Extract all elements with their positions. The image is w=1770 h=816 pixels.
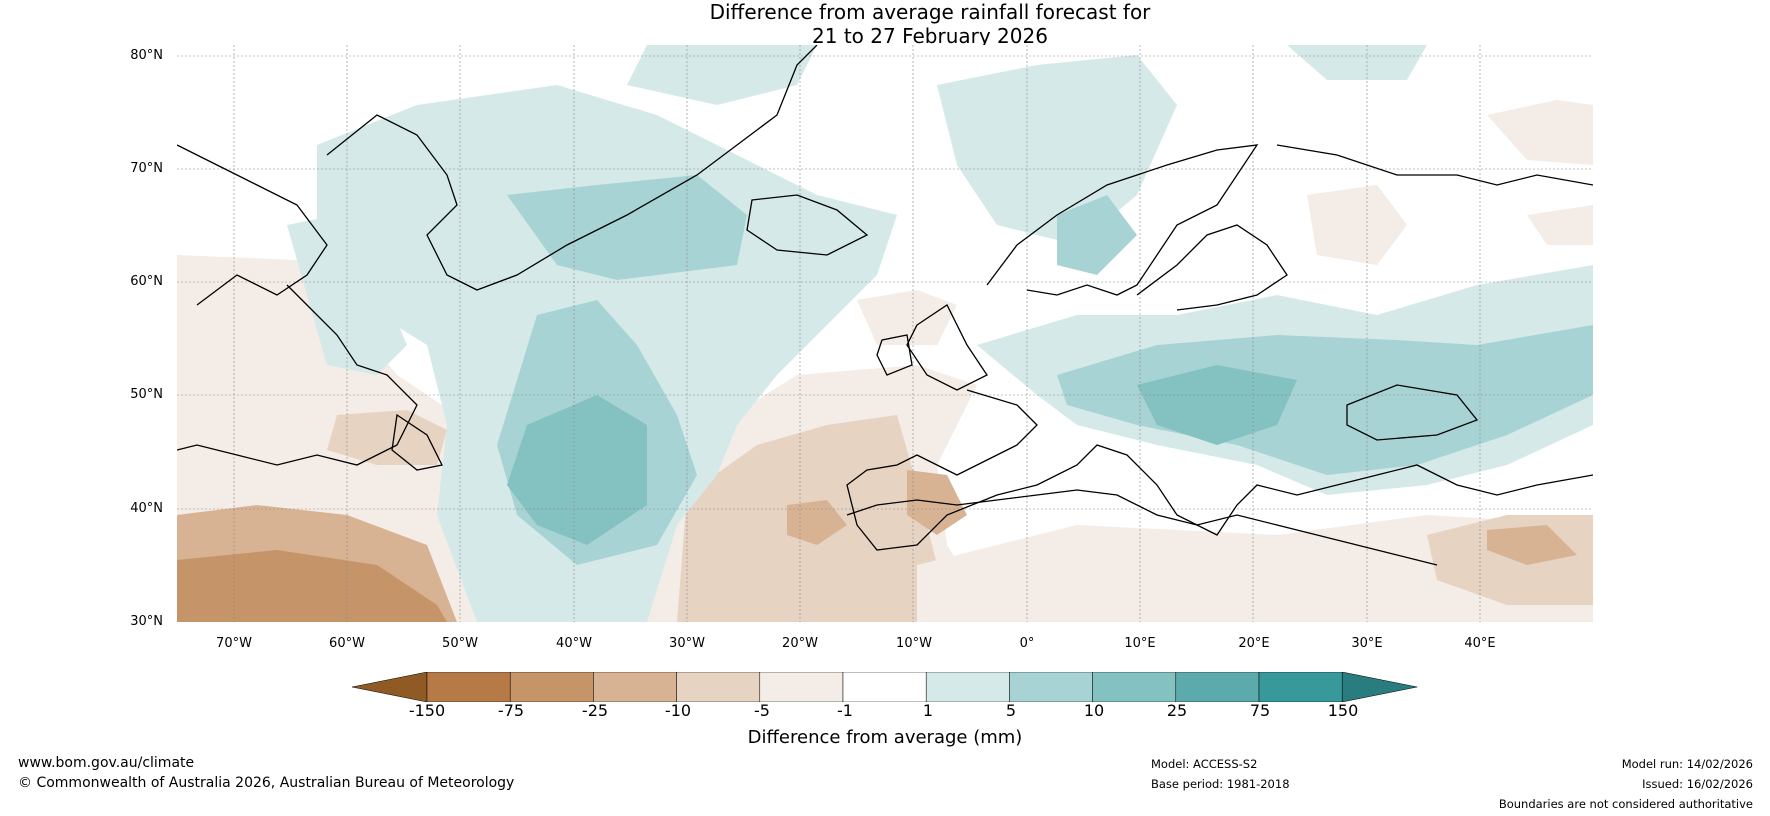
europe-coast <box>846 389 1593 551</box>
colorbar-segment <box>676 672 761 702</box>
colorbar-tick-label: -150 <box>408 701 446 720</box>
chart-title: Difference from average rainfall forecas… <box>0 0 1770 48</box>
colorbar-segment <box>759 672 844 702</box>
footer-disclaimer: Boundaries are not considered authoritat… <box>1498 797 1753 811</box>
anomaly-shading <box>177 45 1593 622</box>
dry-region-barents <box>1527 205 1593 245</box>
rainfall-anomaly-map <box>177 45 1593 622</box>
footer-model-run: Model run: 14/02/2026 <box>1621 757 1753 771</box>
colorbar-segment <box>1092 672 1177 702</box>
coastlines <box>177 45 1593 566</box>
dry-region-arctic-east <box>1487 100 1593 165</box>
title-line-2: 21 to 27 February 2026 <box>812 24 1048 48</box>
footer-url: www.bom.gov.au/climate <box>18 755 195 771</box>
dry-region-middle-east-core <box>1487 525 1577 565</box>
wet-region-arctic-north <box>1287 45 1427 80</box>
lon-label-70w: 70°W <box>216 636 252 651</box>
scandinavia-coast <box>986 144 1259 296</box>
ireland-coast <box>876 334 913 376</box>
colorbar-tick-label: -1 <box>837 701 853 720</box>
colorbar-tick-label: -10 <box>664 701 692 720</box>
lon-label-0: 0° <box>1019 636 1035 651</box>
footer-issued: Issued: 16/02/2026 <box>1642 777 1753 791</box>
lon-label-50w: 50°W <box>442 636 478 651</box>
colorbar-arrow-high <box>1341 672 1418 702</box>
lon-label-40e: 40°E <box>1464 636 1496 651</box>
colorbar-segment <box>593 672 677 702</box>
greenland-coast <box>326 45 818 291</box>
map-canvas <box>177 45 1593 622</box>
colorbar-tick-label: 150 <box>1327 701 1359 720</box>
uk-coast <box>906 304 988 391</box>
newfoundland-coast <box>391 413 443 471</box>
wet-region-greenland-north <box>627 45 817 105</box>
colorbar-segments <box>352 672 1418 702</box>
colorbar-tick-label: 1 <box>922 701 934 720</box>
colorbar-segment <box>842 672 927 702</box>
footer-model: Model: ACCESS-S2 <box>1151 757 1258 771</box>
colorbar-tick-label: -5 <box>754 701 770 720</box>
wet-region-central-europe <box>1057 325 1593 475</box>
colorbar-tick-label: 25 <box>1166 701 1188 720</box>
dry-region-newfoundland <box>327 410 447 465</box>
footer-copyright: © Commonwealth of Australia 2026, Austra… <box>18 775 515 791</box>
lon-label-20e: 20°E <box>1238 636 1270 651</box>
colorbar-title: Difference from average (mm) <box>747 727 1023 748</box>
wet-region-mid-atlantic-core <box>507 395 647 545</box>
lat-label-70: 70°N <box>130 161 163 176</box>
canada-coast <box>177 144 328 306</box>
dry-region-atlantic-deep <box>787 500 847 545</box>
lon-label-40w: 40°W <box>556 636 592 651</box>
north-africa-coast <box>846 489 1438 566</box>
colorbar-tick-label: 5 <box>1005 701 1017 720</box>
wet-region-norway <box>1057 195 1137 275</box>
black-sea-coast <box>1346 384 1479 441</box>
lon-label-10w: 10°W <box>896 636 932 651</box>
title-line-1: Difference from average rainfall forecas… <box>709 0 1151 24</box>
dry-region-scandinavia <box>1307 185 1407 265</box>
colorbar-tick-label: -25 <box>581 701 609 720</box>
lon-label-60w: 60°W <box>329 636 365 651</box>
colorbar-segment <box>1009 672 1093 702</box>
dry-region-north-africa <box>917 515 1593 622</box>
dry-region-uk <box>857 290 957 345</box>
colorbar-segment <box>509 672 594 702</box>
wet-region-balkans <box>1137 365 1297 445</box>
iceland-coast <box>746 194 869 256</box>
russia-arctic-coast <box>1276 144 1593 186</box>
colorbar-tick-label: -75 <box>497 701 525 720</box>
colorbar-arrow-low <box>352 672 428 702</box>
wet-region-norwegian-sea <box>937 55 1177 245</box>
colorbar-segment <box>1258 672 1343 702</box>
colorbar-tick-label: 75 <box>1249 701 1271 720</box>
labrador-coast <box>177 284 418 466</box>
lat-label-50: 50°N <box>130 387 163 402</box>
colorbar-segment <box>925 672 1010 702</box>
lat-label-80: 80°N <box>130 48 163 63</box>
lon-label-30e: 30°E <box>1351 636 1383 651</box>
colorbar-segment <box>1175 672 1260 702</box>
lon-label-10e: 10°E <box>1124 636 1156 651</box>
lon-label-20w: 20°W <box>782 636 818 651</box>
lat-label-60: 60°N <box>130 274 163 289</box>
footer-base-period: Base period: 1981-2018 <box>1151 777 1290 791</box>
colorbar <box>352 672 1418 702</box>
lat-label-40: 40°N <box>130 501 163 516</box>
dry-region-southwest-deep <box>177 550 447 622</box>
colorbar-segment <box>426 672 511 702</box>
lat-label-30: 30°N <box>130 614 163 629</box>
colorbar-tick-label: 10 <box>1083 701 1105 720</box>
lon-label-30w: 30°W <box>669 636 705 651</box>
baltic-coast <box>1136 224 1288 311</box>
